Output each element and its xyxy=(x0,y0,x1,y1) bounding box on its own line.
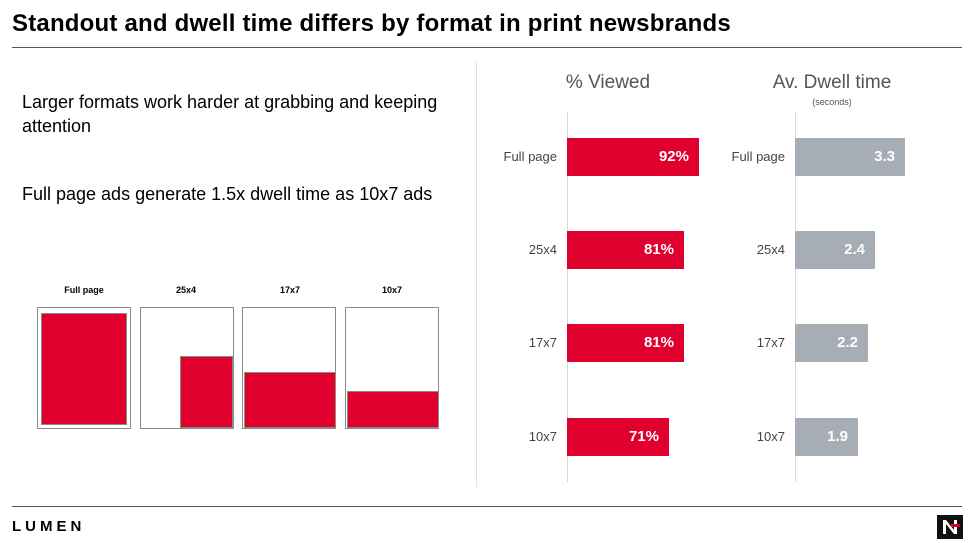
vertical-divider xyxy=(476,62,477,487)
footer-divider xyxy=(12,506,962,507)
viewed-bar-17x7: 81% xyxy=(567,324,684,362)
dwell-category-label-25x4: 25x4 xyxy=(756,242,785,257)
format-label-25x4: 25x4 xyxy=(175,285,197,295)
dwell-value-label-full-page: 3.3 xyxy=(874,148,895,165)
dwell-category-label-10x7: 10x7 xyxy=(756,429,785,444)
viewed-bar-10x7: 71% xyxy=(567,418,669,456)
viewed-value-label-17x7: 81% xyxy=(643,334,674,351)
dwell-category-label-full-page: Full page xyxy=(731,149,785,164)
format-thumbnail-full-page xyxy=(37,307,131,429)
chart-axis-dwell xyxy=(795,112,796,482)
dwell-bar-25x4: 2.4 xyxy=(795,231,875,269)
chart-axis-viewed xyxy=(567,112,568,482)
dwell-bar-10x7: 1.9 xyxy=(795,418,858,456)
viewed-bar-full-page: 92% xyxy=(567,138,699,176)
chart-title-dwell: Av. Dwell time xyxy=(772,72,892,93)
viewed-category-label-10x7: 10x7 xyxy=(528,429,557,444)
dwell-value-label-25x4: 2.4 xyxy=(844,241,865,258)
format-label-10x7: 10x7 xyxy=(381,285,403,295)
ad-area-10x7 xyxy=(347,391,439,428)
dwell-bar-full-page: 3.3 xyxy=(795,138,905,176)
dwell-category-label-17x7: 17x7 xyxy=(756,335,785,350)
lumen-logo: LUMEN xyxy=(12,518,86,535)
format-thumbnail-25x4 xyxy=(140,307,234,429)
viewed-category-label-17x7: 17x7 xyxy=(528,335,557,350)
page-title: Standout and dwell time differs by forma… xyxy=(12,10,731,37)
ad-area-17x7 xyxy=(244,372,336,428)
newsworks-n-logo-icon xyxy=(937,515,963,539)
viewed-category-label-25x4: 25x4 xyxy=(528,242,557,257)
viewed-value-label-full-page: 92% xyxy=(658,148,689,165)
bullet-text-2: Full page ads generate 1.5x dwell time a… xyxy=(22,184,433,204)
viewed-category-label-full-page: Full page xyxy=(503,149,557,164)
format-thumbnail-17x7 xyxy=(242,307,336,429)
dwell-value-label-10x7: 1.9 xyxy=(827,428,848,445)
dwell-value-label-17x7: 2.2 xyxy=(837,334,858,351)
format-thumbnail-10x7 xyxy=(345,307,439,429)
title-divider xyxy=(12,47,962,48)
format-label-full-page: Full page xyxy=(64,285,104,295)
format-label-17x7: 17x7 xyxy=(279,285,301,295)
chart-subtitle-dwell: (seconds) xyxy=(812,97,852,107)
dwell-bar-17x7: 2.2 xyxy=(795,324,868,362)
ad-area-full-page xyxy=(41,313,127,425)
viewed-bar-25x4: 81% xyxy=(567,231,684,269)
ad-area-25x4 xyxy=(180,356,233,428)
bullet-text-1: Larger formats work harder at grabbing a… xyxy=(22,92,438,136)
viewed-value-label-25x4: 81% xyxy=(643,241,674,258)
viewed-value-label-10x7: 71% xyxy=(628,428,659,445)
chart-title-viewed: % Viewed xyxy=(565,72,651,93)
